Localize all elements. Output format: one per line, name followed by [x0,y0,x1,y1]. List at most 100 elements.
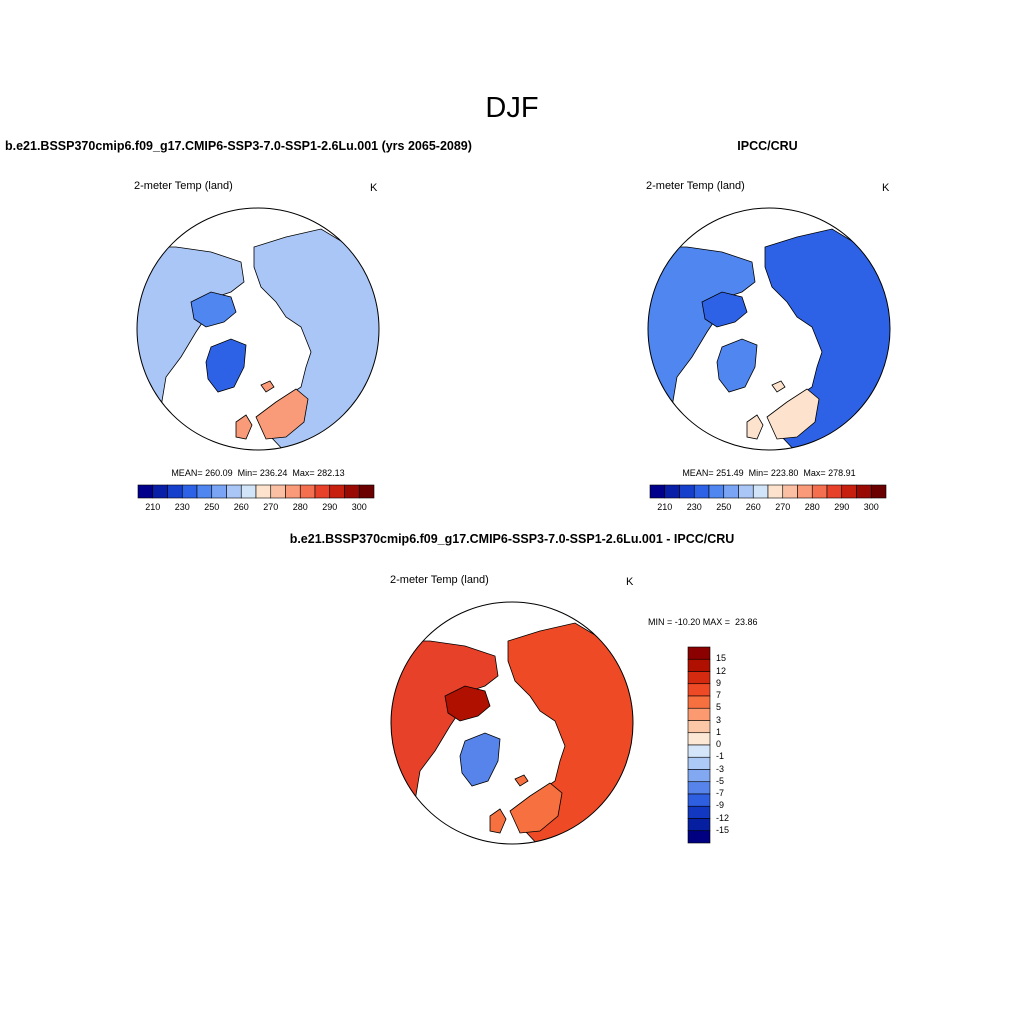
colorbar-tick-label: -7 [716,788,725,798]
colorbar-tick-label: 5 [716,702,722,713]
british-isles-land [489,808,507,834]
colorbar-box [329,484,345,499]
colorbar-box [358,484,375,499]
diff-polar-map [390,601,634,845]
colorbar-tick-label: 15 [716,653,727,664]
colorbar-tick-label: 3 [716,714,722,725]
greenland-land [716,338,758,393]
colorbar-box [687,707,711,721]
colorbar-tick-label: -9 [716,800,725,811]
colorbar-tick-label: 210 [657,502,673,512]
british-isles-land [746,414,764,440]
case-panel-title: b.e21.BSSP370cmip6.f09_g17.CMIP6-SSP3-7.… [5,139,472,153]
diff-colorbar-labels: 15 12 9 7 5 3 1 0 -1 -3 -5 -7 -9 -12 -15 [716,647,756,843]
diff-colorbar [687,646,711,844]
obs-colorbar [649,484,887,499]
colorbar-tick-label: 250 [716,502,732,512]
colorbar-box [752,484,769,499]
colorbar-box [687,658,711,672]
colorbar-box [211,484,227,499]
colorbar-box [723,484,739,499]
iceland-land [771,380,786,393]
colorbar-box [687,671,711,685]
europe-land [509,782,563,834]
colorbar-box [299,484,316,499]
colorbar-box [826,484,843,499]
case-stats: MEAN= 260.09 Min= 236.24 Max= 282.13 [171,468,345,478]
colorbar-tick-label: 1 [716,726,722,737]
colorbar-box [314,484,331,499]
case-colorbar-labels: 210 230 250 260 270 280 290 300 [138,502,374,514]
colorbar-box [181,484,198,499]
diff-variable-label: 2-meter Temp (land) [390,574,489,586]
colorbar-box [687,732,711,746]
colorbar-box [797,484,813,499]
colorbar-box [738,484,754,499]
map-boundary [390,601,634,845]
colorbar-box [687,720,711,734]
map-boundary [647,207,891,451]
case-variable-label: 2-meter Temp (land) [134,180,233,192]
colorbar-box [841,484,857,499]
iceland-land [514,774,529,787]
greenland-land [459,732,501,787]
europe-land [255,388,309,440]
colorbar-tick-label: -5 [716,775,725,786]
diff-panel-title: b.e21.BSSP370cmip6.f09_g17.CMIP6-SSP3-7.… [289,532,735,546]
colorbar-tick-label: -3 [716,763,725,774]
colorbar-tick-label: 210 [145,502,161,512]
page-title: DJF [485,92,539,124]
colorbar-box [708,484,725,499]
arctic-archipelago-land [701,291,748,328]
colorbar-tick-label: 12 [716,665,727,676]
obs-units-label: K [882,182,890,194]
colorbar-box [240,484,257,499]
colorbar-box [687,830,711,844]
colorbar-box [167,484,183,499]
colorbar-box [196,484,213,499]
colorbar-tick-label: -12 [716,812,730,823]
colorbar-box [687,818,711,832]
colorbar-box [679,484,695,499]
colorbar-box [687,769,711,783]
obs-colorbar-labels: 210 230 250 260 270 280 290 300 [650,502,886,514]
colorbar-box [811,484,828,499]
colorbar-tick-label: 0 [716,739,722,749]
obs-stats: MEAN= 251.49 Min= 223.80 Max= 278.91 [682,468,856,478]
colorbar-tick-label: 270 [775,502,791,512]
iceland-land [260,380,275,393]
colorbar-box [693,484,710,499]
colorbar-box [270,484,286,499]
diff-units-label: K [626,576,634,588]
colorbar-box [344,484,360,499]
colorbar-box [687,744,711,758]
obs-panel-title: IPCC/CRU [737,139,798,153]
obs-variable-label: 2-meter Temp (land) [646,180,745,192]
greenland-land [205,338,247,393]
diff-stats: MIN = -10.20 MAX = 23.86 [648,617,758,627]
colorbar-box [152,484,168,499]
colorbar-tick-label: 7 [716,690,722,700]
colorbar-box [285,484,301,499]
colorbar-tick-label: -1 [716,751,725,762]
arctic-archipelago-land [444,685,491,722]
colorbar-tick-label: 250 [204,502,220,512]
colorbar-box [664,484,680,499]
colorbar-box [255,484,272,499]
colorbar-tick-label: -15 [716,824,730,835]
colorbar-box [649,484,666,499]
colorbar-tick-label: 290 [322,502,338,512]
europe-land [766,388,820,440]
arctic-archipelago-land [190,291,237,328]
colorbar-box [687,781,711,795]
map-boundary [136,207,380,451]
colorbar-box [687,683,711,697]
colorbar-box [226,484,242,499]
colorbar-box [687,695,711,709]
case-colorbar [137,484,375,499]
colorbar-tick-label: 230 [686,502,702,512]
colorbar-box [767,484,784,499]
colorbar-box [137,484,154,499]
colorbar-tick-label: 260 [233,502,249,512]
colorbar-tick-label: 300 [351,502,367,512]
